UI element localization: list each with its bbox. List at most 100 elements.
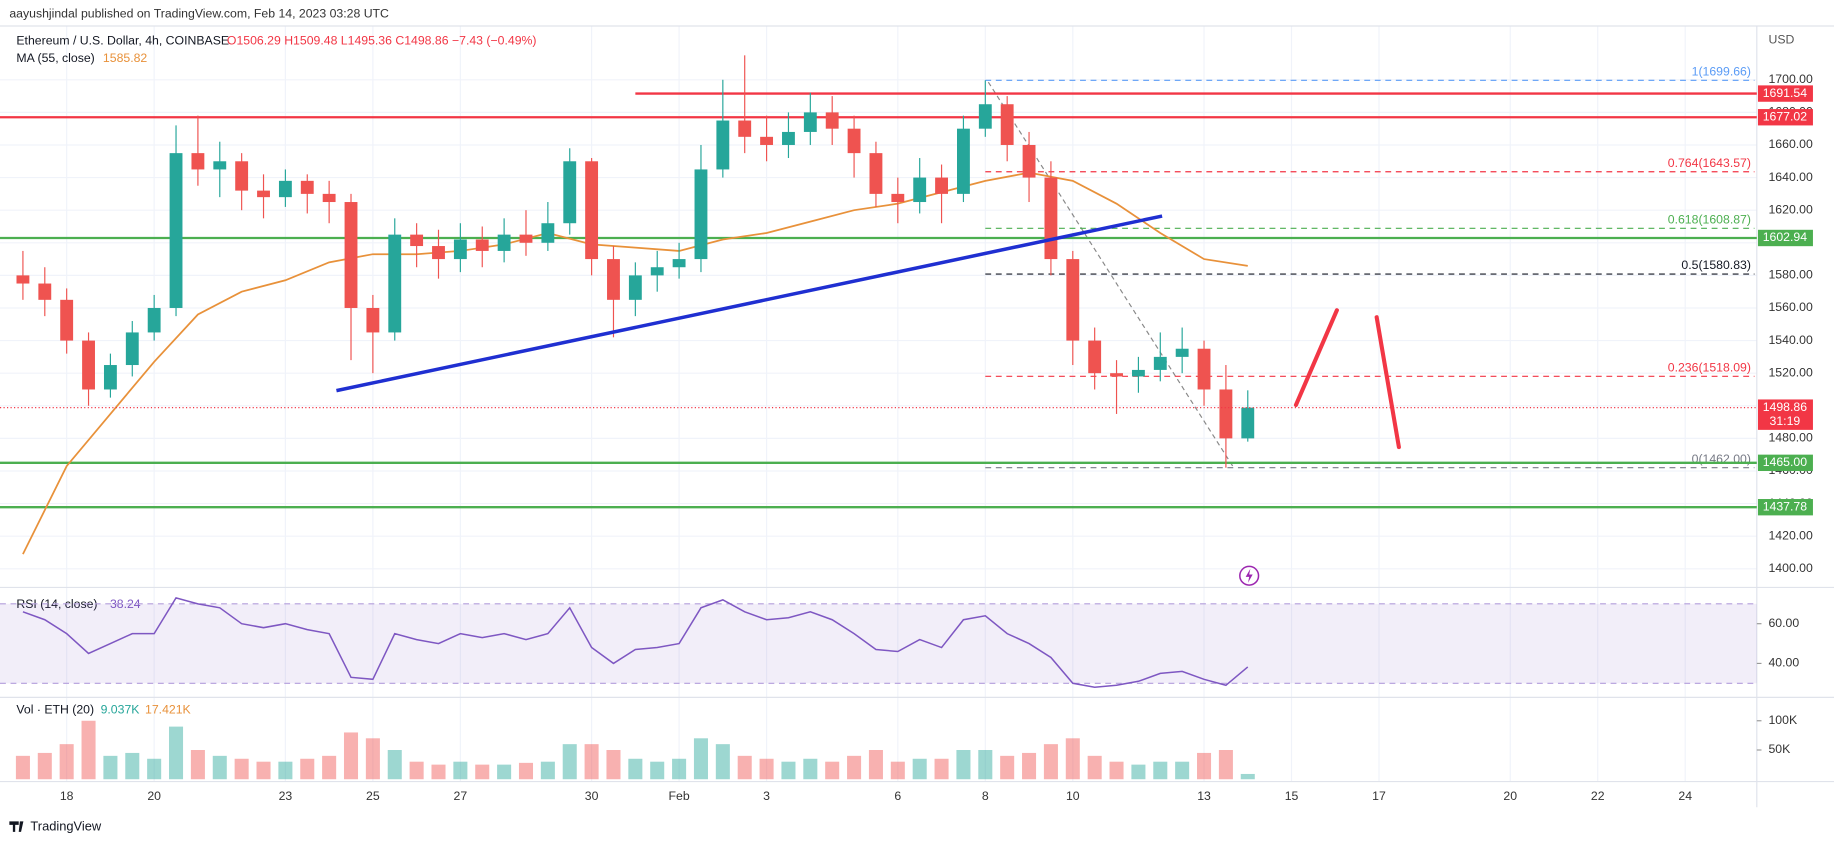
symbol: Ethereum / U.S. Dollar, 4h, COINBASE xyxy=(16,33,229,47)
volume-bar xyxy=(1175,761,1190,780)
last-price-label: 1498.86 xyxy=(1763,400,1808,414)
volume-bar xyxy=(1240,773,1255,780)
volume-bar xyxy=(737,755,752,780)
rsi-tick-label: 40.00 xyxy=(1769,656,1800,670)
candle-body xyxy=(585,161,599,260)
volume-bar xyxy=(912,758,927,780)
y-tick-label: 1520.00 xyxy=(1769,365,1814,379)
fib-label: 0.236(1518.09) xyxy=(1668,360,1751,374)
rsi-line xyxy=(22,596,1249,689)
volume-bar xyxy=(365,738,380,780)
volume-bar xyxy=(1218,750,1233,780)
ohlc: O1506.29 H1509.48 L1495.36 C1498.86 −7.4… xyxy=(227,33,537,47)
vol-legend: Vol · ETH (20) xyxy=(16,702,94,716)
volume-bar xyxy=(103,755,118,780)
volume-bar xyxy=(169,726,184,780)
candle-body xyxy=(1044,177,1058,260)
candle-body xyxy=(388,234,402,333)
candle-body xyxy=(519,234,533,243)
candle-body xyxy=(147,307,161,333)
candle-body xyxy=(125,332,139,366)
candle-body xyxy=(1066,259,1080,341)
candle-body xyxy=(760,136,774,145)
volume-bar xyxy=(212,755,227,780)
volume-bar xyxy=(190,750,205,780)
candle-body xyxy=(1175,348,1189,357)
candle-body xyxy=(716,120,730,170)
level-badge xyxy=(1757,499,1813,516)
volume-bar xyxy=(387,750,402,780)
level-badge xyxy=(1757,109,1813,126)
volume-bar xyxy=(803,758,818,780)
volume-bar xyxy=(606,750,621,780)
volume-bar xyxy=(278,761,293,780)
fib-label: 0.618(1608.87) xyxy=(1668,212,1751,226)
rsi-tick-label: 60.00 xyxy=(1769,616,1800,630)
volume-bar xyxy=(562,744,577,780)
candle-body xyxy=(1022,144,1036,178)
level-badge xyxy=(1757,229,1813,247)
grid xyxy=(0,25,1757,782)
level-badge-label: 1437.78 xyxy=(1763,499,1808,513)
level-badge-label: 1691.54 xyxy=(1763,86,1808,100)
candle-body xyxy=(869,153,883,194)
volume-bar xyxy=(453,761,468,780)
candle-body xyxy=(891,193,905,203)
candle-body xyxy=(1088,340,1102,374)
volume-bar xyxy=(628,758,643,780)
candle-body xyxy=(738,120,752,137)
candle-body xyxy=(847,128,861,154)
fib-label: 1(1699.66) xyxy=(1692,64,1751,78)
volume-bar xyxy=(759,758,774,780)
volume-bar xyxy=(1065,738,1080,780)
rsi-value: 38.24 xyxy=(110,597,141,611)
volume-bar xyxy=(322,755,337,780)
volume-bar xyxy=(1109,761,1124,780)
volume-bar xyxy=(847,755,862,780)
volume-bar xyxy=(409,761,424,780)
brand: TradingView xyxy=(30,819,101,834)
candle-body xyxy=(650,267,664,276)
candle-body xyxy=(257,190,270,198)
vol-tick-label: 100K xyxy=(1769,713,1798,727)
x-tick-label: 23 xyxy=(279,789,293,803)
candle-body xyxy=(1131,369,1145,377)
event-icon[interactable] xyxy=(1239,565,1260,586)
arrow-up-drawing xyxy=(1293,308,1339,408)
volume-bar xyxy=(825,761,840,780)
level-badge-label: 1602.94 xyxy=(1763,230,1808,244)
candle-body xyxy=(978,104,992,129)
candle-body xyxy=(235,161,249,191)
y-tick-label: 1620.00 xyxy=(1769,202,1814,216)
volume-bar xyxy=(1022,752,1037,780)
candle-body xyxy=(1153,356,1167,370)
fib-label: 0.764(1643.57) xyxy=(1668,156,1751,170)
candle-body xyxy=(1197,348,1211,390)
level-badge xyxy=(1757,85,1813,102)
candle-body xyxy=(432,246,445,260)
volume-bar xyxy=(672,758,687,780)
candle-body xyxy=(541,223,555,243)
y-tick-label: 1400.00 xyxy=(1769,561,1814,575)
candle-body xyxy=(366,307,380,333)
candle-body xyxy=(935,177,948,194)
candle-body xyxy=(16,275,30,284)
volume-bar xyxy=(37,752,52,780)
y-tick-label: 1560.00 xyxy=(1769,300,1814,314)
ma-legend: MA (55, close) xyxy=(16,51,94,65)
volume-bar xyxy=(1000,755,1015,780)
candle-body xyxy=(957,128,970,194)
moving-average xyxy=(22,171,1248,555)
x-tick-label: 10 xyxy=(1066,789,1080,803)
volume-bar xyxy=(584,744,599,780)
volume-bar xyxy=(431,764,446,780)
level-badge-label: 1465.00 xyxy=(1763,455,1808,469)
volume-bar xyxy=(978,750,993,780)
volume-bar xyxy=(147,758,162,780)
candle-body xyxy=(213,161,227,170)
x-tick-label: 20 xyxy=(147,789,161,803)
candle-body xyxy=(1000,104,1014,145)
publisher: aayushjindal published on TradingView.co… xyxy=(9,7,389,21)
